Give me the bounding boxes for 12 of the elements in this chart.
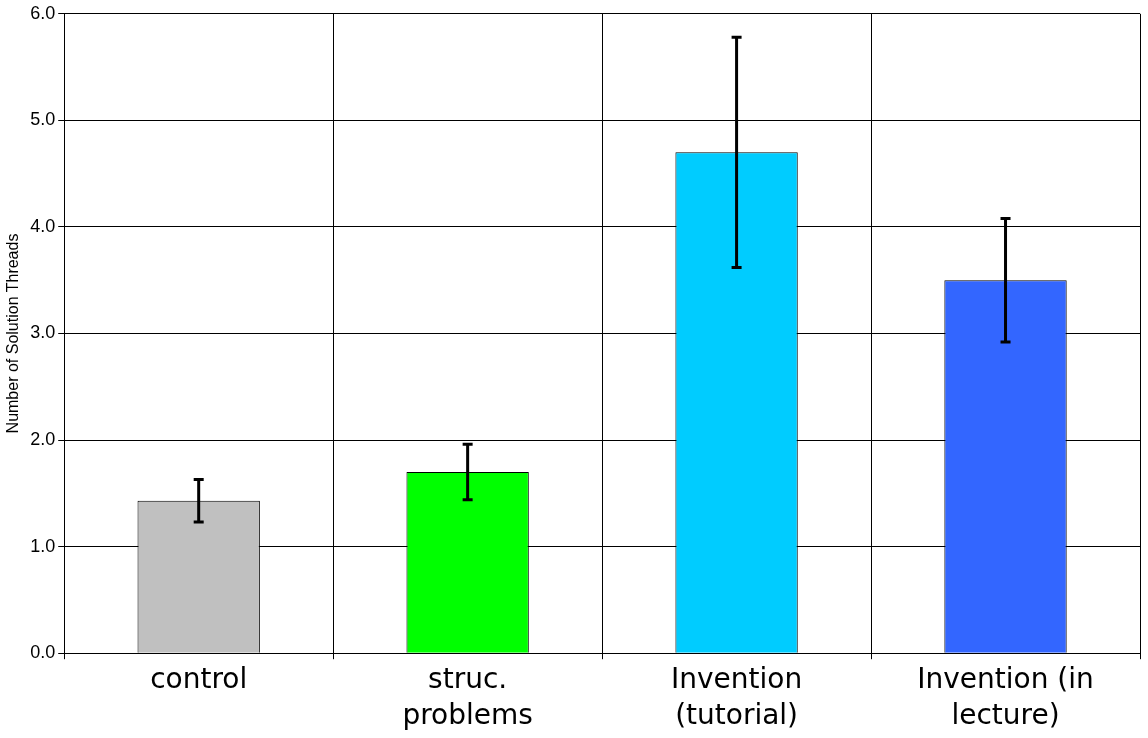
y-tick-label: 1.0 bbox=[30, 535, 56, 556]
x-tick-label: control bbox=[150, 661, 248, 695]
x-tick-label: Invention (tutorial) bbox=[670, 661, 803, 732]
y-tick-label: 5.0 bbox=[30, 109, 56, 130]
x-tick-label: Invention (in lecture) bbox=[917, 661, 1094, 732]
y-axis-title: Number of Solution Threads bbox=[4, 233, 22, 434]
y-tick-label: 0.0 bbox=[30, 642, 56, 663]
x-tick-label: struc. problems bbox=[402, 661, 533, 732]
y-tick-label: 2.0 bbox=[30, 429, 56, 450]
y-tick-label: 3.0 bbox=[30, 322, 56, 343]
y-tick-label: 6.0 bbox=[30, 2, 56, 23]
y-tick-label: 4.0 bbox=[30, 215, 56, 236]
